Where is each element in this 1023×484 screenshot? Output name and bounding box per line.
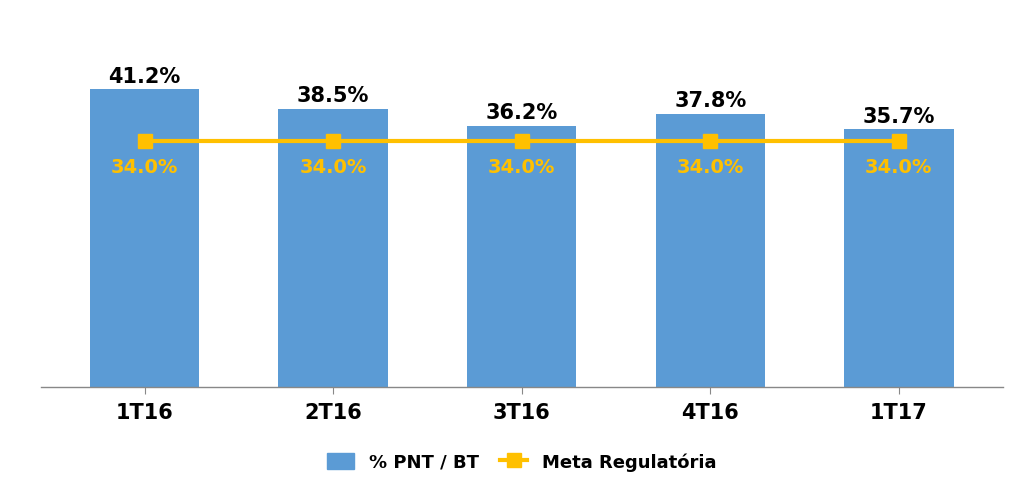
Bar (844, 130, 953, 387)
Text: 34.0%: 34.0% (865, 158, 933, 177)
Bar (90, 90, 199, 387)
Text: 41.2%: 41.2% (108, 67, 181, 87)
Text: 36.2%: 36.2% (486, 103, 558, 122)
Bar (278, 110, 388, 387)
Text: 38.5%: 38.5% (297, 86, 369, 106)
Text: 35.7%: 35.7% (862, 106, 935, 126)
Text: 34.0%: 34.0% (488, 158, 555, 177)
Bar (468, 126, 576, 387)
Legend: % PNT / BT, Meta Regulatória: % PNT / BT, Meta Regulatória (318, 443, 725, 480)
Text: 34.0%: 34.0% (676, 158, 744, 177)
Bar (656, 115, 765, 387)
Text: 34.0%: 34.0% (110, 158, 178, 177)
Text: 34.0%: 34.0% (300, 158, 367, 177)
Text: 37.8%: 37.8% (674, 91, 747, 111)
